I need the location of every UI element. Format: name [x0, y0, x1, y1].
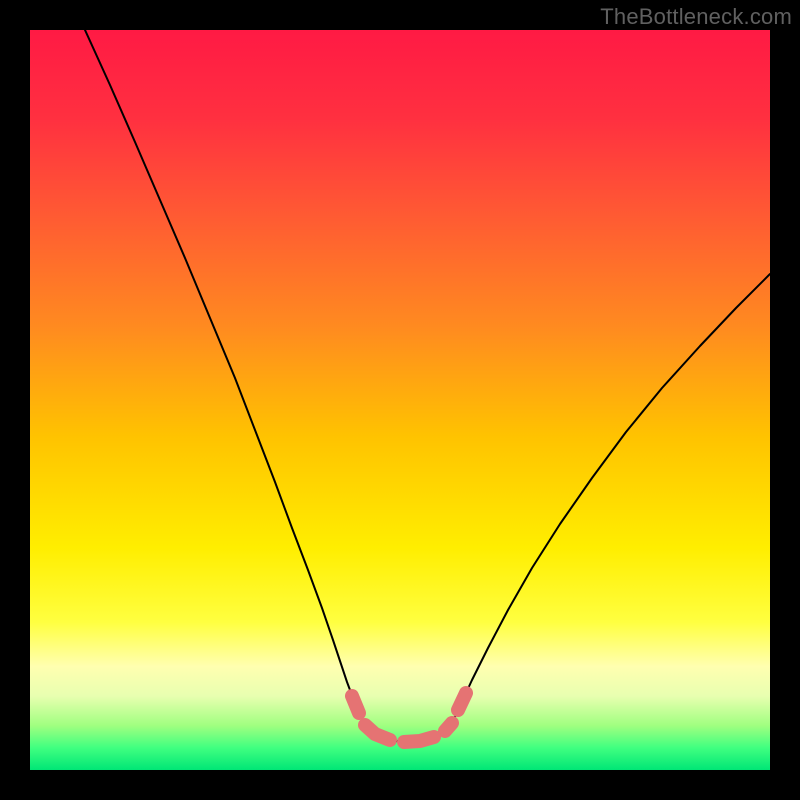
watermark-text: TheBottleneck.com [600, 4, 792, 30]
chart-frame: TheBottleneck.com [0, 0, 800, 800]
bottleneck-chart [30, 30, 770, 770]
plot-area [30, 30, 770, 770]
gradient-background [30, 30, 770, 770]
